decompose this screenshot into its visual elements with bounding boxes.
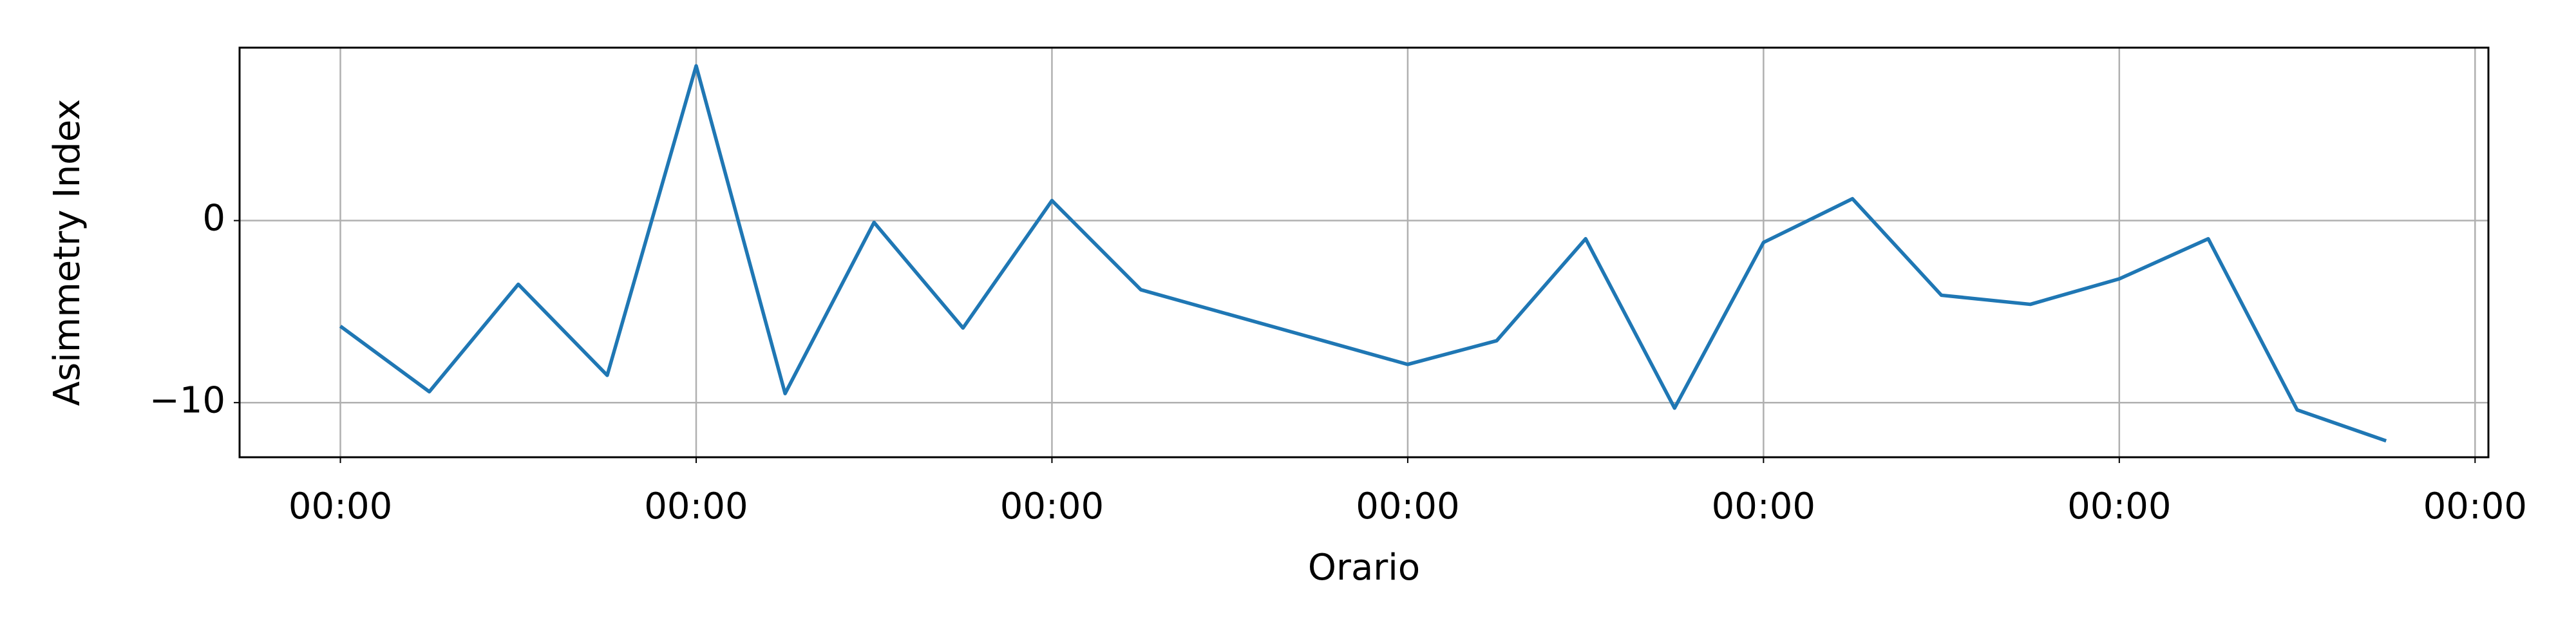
- line: [339, 64, 2387, 443]
- y-tick-label: −10: [149, 379, 225, 421]
- x-axis-label: Orario: [1308, 547, 1420, 589]
- x-tick-label: 00:00: [1712, 486, 1815, 527]
- x-tick-label: 00:00: [644, 486, 748, 527]
- x-tick-label: 00:00: [1356, 486, 1459, 527]
- x-tick-label: 00:00: [1000, 486, 1104, 527]
- axes-frame: [238, 46, 2490, 459]
- x-tick-label: 00:00: [2067, 486, 2171, 527]
- y-axis-label: Asimmetry Index: [46, 99, 88, 406]
- y-tick-label: 0: [202, 198, 225, 240]
- x-tick-label: 00:00: [2423, 486, 2527, 527]
- x-tick-label: 00:00: [289, 486, 392, 527]
